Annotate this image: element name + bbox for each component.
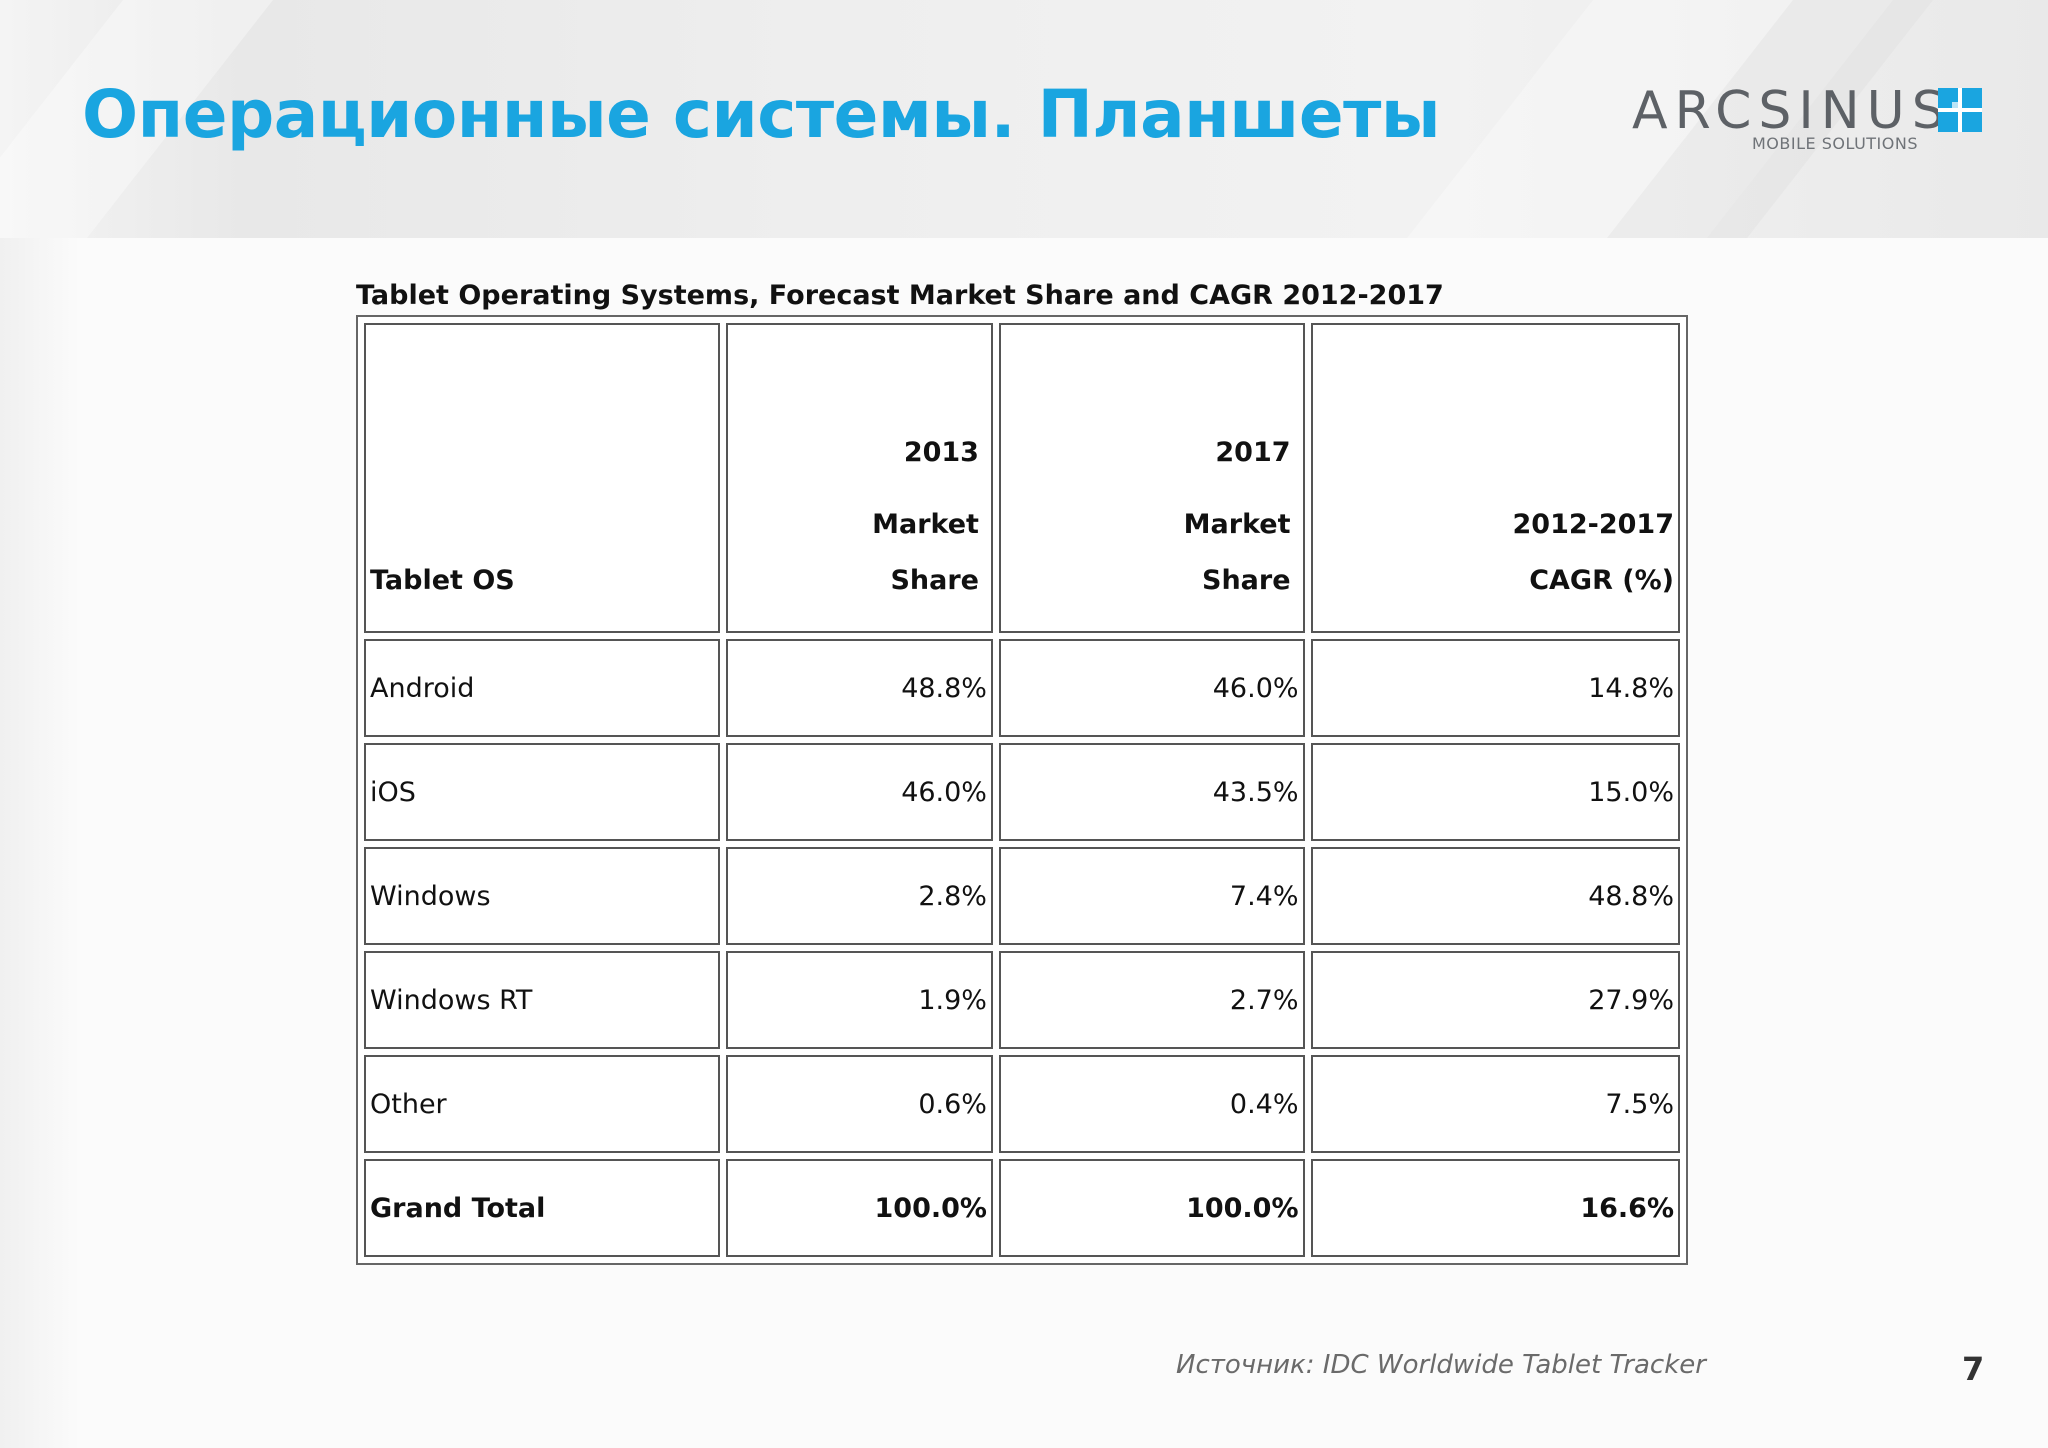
market-share-table: Tablet OS 2013 Market Share 2017 Market … xyxy=(356,315,1688,1265)
header-2017-market-share: 2017 Market Share xyxy=(998,323,1305,633)
cell-os: Windows RT xyxy=(364,951,721,1049)
table-row: Windows RT 1.9% 2.7% 27.9% xyxy=(364,951,1680,1049)
header-line: Market xyxy=(872,509,979,540)
cell-share-2013: 1.9% xyxy=(726,951,993,1049)
page-number: 7 xyxy=(1962,1350,1985,1388)
cell-os: Grand Total xyxy=(364,1159,721,1257)
cell-share-2013: 0.6% xyxy=(726,1055,993,1153)
table-row: iOS 46.0% 43.5% 15.0% xyxy=(364,743,1680,841)
header-banner xyxy=(0,0,2048,238)
cell-share-2013: 48.8% xyxy=(726,639,993,737)
cell-share-2017: 7.4% xyxy=(998,847,1305,945)
cell-share-2017: 2.7% xyxy=(998,951,1305,1049)
side-shade xyxy=(0,238,80,1448)
header-cagr: 2012-2017 CAGR (%) xyxy=(1310,323,1680,633)
cell-share-2017: 0.4% xyxy=(998,1055,1305,1153)
table-total-row: Grand Total 100.0% 100.0% 16.6% xyxy=(364,1159,1680,1257)
table-caption: Tablet Operating Systems, Forecast Marke… xyxy=(356,280,1444,311)
header-line: Market xyxy=(1183,509,1291,540)
header-line: 2013 xyxy=(903,437,979,468)
cell-share-2013: 2.8% xyxy=(726,847,993,945)
table-row: Android 48.8% 46.0% 14.8% xyxy=(364,639,1680,737)
header-tablet-os: Tablet OS xyxy=(364,323,721,633)
cell-cagr: 48.8% xyxy=(1310,847,1680,945)
cell-share-2017: 46.0% xyxy=(998,639,1305,737)
header-line: Share xyxy=(1202,565,1291,596)
source-note: Источник: IDC Worldwide Tablet Tracker xyxy=(1176,1350,1706,1380)
header-line: Share xyxy=(890,565,979,596)
cell-share-2017: 100.0% xyxy=(998,1159,1305,1257)
header-line: Tablet OS xyxy=(370,565,515,596)
header-2013-market-share: 2013 Market Share xyxy=(726,323,993,633)
logo-wordmark: ARCSINUS xyxy=(1632,81,1952,141)
logo-tagline: MOBILE SOLUTIONS xyxy=(1752,134,1918,153)
header-line: 2017 xyxy=(1215,437,1291,468)
cell-os: Windows xyxy=(364,847,721,945)
slide-title: Операционные системы. Планшеты xyxy=(82,76,1441,153)
header-line: 2012-2017 xyxy=(1512,509,1675,540)
company-logo: ARCSINUS MOBILE SOLUTIONS xyxy=(1632,84,1984,156)
cell-share-2013: 46.0% xyxy=(726,743,993,841)
cell-share-2017: 43.5% xyxy=(998,743,1305,841)
cell-cagr: 7.5% xyxy=(1310,1055,1680,1153)
cell-share-2013: 100.0% xyxy=(726,1159,993,1257)
cell-os: Other xyxy=(364,1055,721,1153)
table-row: Windows 2.8% 7.4% 48.8% xyxy=(364,847,1680,945)
cell-cagr: 15.0% xyxy=(1310,743,1680,841)
cell-cagr: 14.8% xyxy=(1310,639,1680,737)
cell-cagr: 27.9% xyxy=(1310,951,1680,1049)
cell-cagr: 16.6% xyxy=(1310,1159,1680,1257)
cell-os: Android xyxy=(364,639,721,737)
cell-os: iOS xyxy=(364,743,721,841)
table-header-row: Tablet OS 2013 Market Share 2017 Market … xyxy=(364,323,1680,633)
table-row: Other 0.6% 0.4% 7.5% xyxy=(364,1055,1680,1153)
logo-square-icon xyxy=(1938,88,1982,132)
header-line: CAGR (%) xyxy=(1529,565,1674,596)
